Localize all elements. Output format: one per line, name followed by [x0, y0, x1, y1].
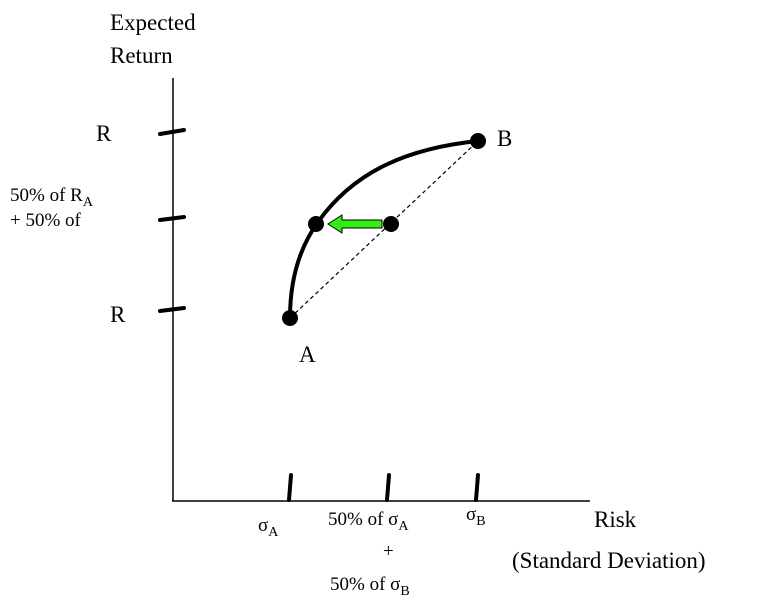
point-line: [383, 216, 399, 232]
tick: [474, 473, 480, 502]
tick: [158, 128, 186, 136]
label-sub: A: [83, 195, 94, 210]
x-label: σA: [258, 515, 279, 540]
tick: [385, 473, 391, 502]
y-axis-title: Return: [110, 43, 173, 68]
label-sub: B: [400, 584, 409, 599]
point-curve: [308, 216, 324, 232]
tick: [287, 473, 293, 502]
x-label: 50% of σA: [328, 509, 409, 534]
point-label: A: [299, 342, 316, 367]
arrow: [327, 214, 383, 234]
tick: [158, 306, 186, 313]
label-sub: B: [476, 514, 485, 529]
label-text: 50% of R: [10, 185, 83, 206]
x-label: σB: [466, 504, 486, 529]
label-text: σ: [466, 504, 476, 525]
y-ticks: [158, 128, 186, 313]
point-b: [470, 133, 486, 149]
x-axis-title: (Standard Deviation): [512, 548, 706, 573]
tick: [158, 215, 186, 222]
points: [282, 133, 486, 326]
x-label: +: [383, 541, 394, 562]
label-text: σ: [258, 515, 268, 536]
x-axis-title: Risk: [594, 507, 637, 532]
point-label: B: [497, 126, 512, 151]
y-label: R: [96, 121, 112, 146]
label-sub: A: [398, 519, 409, 534]
label-text: 50% of σ: [330, 574, 400, 595]
label-text: 50% of σ: [328, 509, 398, 530]
y-label: 50% of RA: [10, 185, 94, 210]
frontier-curve: [288, 139, 479, 319]
y-label: R: [110, 302, 126, 327]
y-label: + 50% of: [10, 210, 82, 231]
y-axis-title: Expected: [110, 10, 196, 35]
x-label: 50% of σB: [330, 574, 410, 599]
x-ticks: [287, 473, 480, 502]
label-sub: A: [268, 525, 279, 540]
point-a: [282, 310, 298, 326]
straight-combination: [289, 140, 479, 319]
